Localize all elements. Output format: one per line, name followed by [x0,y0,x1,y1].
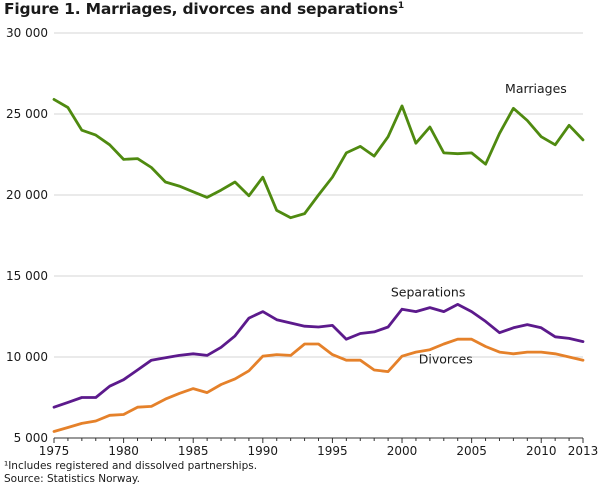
y-tick-label: 10 000 [6,350,48,364]
chart-title: Figure 1. Marriages, divorces and separa… [4,0,404,18]
series-line-marriages [52,98,585,220]
x-tick-label: 1980 [108,444,139,455]
series-label-separations: Separations [391,284,465,299]
y-tick-label: 20 000 [6,188,48,202]
x-tick-label: 2013 [568,444,599,455]
series-line-separations [52,302,585,409]
x-tick-label: 1995 [317,444,348,455]
y-tick-label: 30 000 [6,26,48,40]
x-tick-label: 1975 [39,444,70,455]
x-tick-label: 1990 [248,444,279,455]
footnote: ¹Includes registered and dissolved partn… [4,460,258,472]
series-label-marriages: Marriages [505,81,567,96]
x-tick-label: 2005 [456,444,487,455]
y-tick-label: 25 000 [6,107,48,121]
source-note: Source: Statistics Norway. [4,473,140,485]
series-line-divorces [52,337,585,433]
line-chart: 5 000 10 000 15 000 20 000 25 000 30 000 1975 1… [6,26,599,455]
y-tick-label: 15 000 [6,269,48,283]
series-label-divorces: Divorces [419,351,473,366]
y-tick-label: 5 000 [14,431,48,445]
x-tick-label: 1985 [178,444,209,455]
x-tick-label: 2010 [526,444,557,455]
x-tick-label: 2000 [387,444,418,455]
